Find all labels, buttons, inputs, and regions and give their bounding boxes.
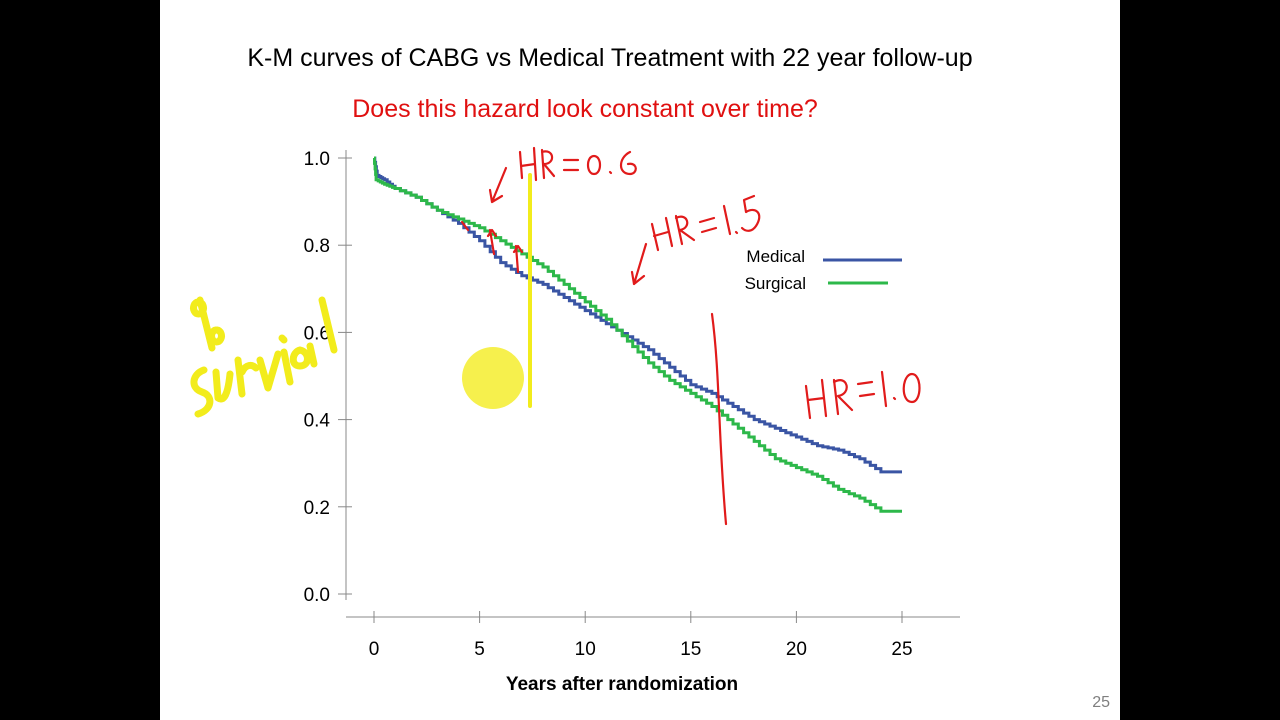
slide-title: K-M curves of CABG vs Medical Treatment …	[247, 44, 973, 72]
yellow-pointer-dot	[462, 347, 524, 409]
y-tick-label: 1.0	[304, 149, 330, 170]
x-tick-label: 15	[680, 639, 701, 660]
series-layer	[373, 156, 902, 513]
x-axis-title: Years after randomization	[506, 674, 738, 695]
x-tick-label: 25	[891, 639, 912, 660]
y-tick-label: 0.2	[304, 498, 330, 519]
chart-axes: 0.0 0.2 0.4 0.6 0.8 1.0 0 5 10 15 20 25 Years afte…	[304, 149, 960, 695]
handwritten-annotations	[190, 146, 921, 526]
legend-label-surgical: Surgical	[745, 274, 806, 293]
x-tick-label: 10	[575, 639, 596, 660]
x-tick-label: 20	[786, 639, 807, 660]
slide-subtitle: Does this hazard look constant over time…	[352, 95, 818, 123]
hr-mid-note	[630, 194, 761, 286]
series-line-medical	[373, 156, 902, 474]
hr-late-note	[710, 312, 921, 526]
y-tick-label: 0.8	[304, 236, 330, 257]
legend: Medical Surgical	[745, 247, 902, 293]
y-tick-label: 0.0	[304, 585, 330, 606]
x-tick-label: 5	[474, 639, 485, 660]
y-tick-label: 0.4	[304, 411, 331, 432]
legend-label-medical: Medical	[746, 247, 805, 266]
slide: K-M curves of CABG vs Medical Treatment …	[160, 0, 1120, 720]
x-tick-label: 0	[369, 639, 380, 660]
hr-early-note	[460, 146, 637, 274]
series-line-surgical	[373, 156, 902, 513]
page-number: 25	[1092, 694, 1110, 711]
y-tick-label: 0.6	[304, 323, 330, 344]
km-chart: 0.0 0.2 0.4 0.6 0.8 1.0 0 5 10 15 20 25 Years afte…	[190, 146, 960, 695]
y-axis-handwritten-label	[190, 296, 338, 418]
